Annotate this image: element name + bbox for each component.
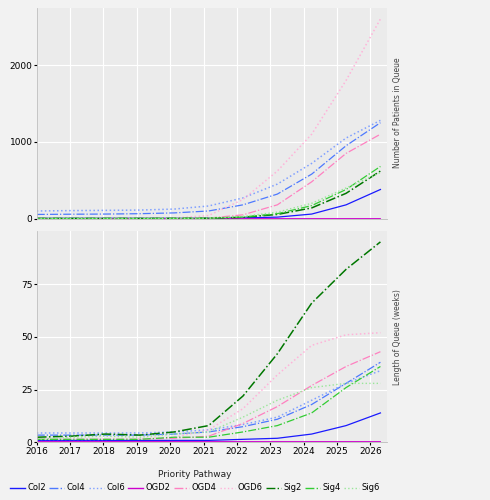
Legend: Col2, Col4, Col6, OGD2, OGD4, OGD6, Sig2, Sig4, Sig6: Col2, Col4, Col6, OGD2, OGD4, OGD6, Sig2… bbox=[9, 470, 381, 494]
Y-axis label: Length of Queue (weeks): Length of Queue (weeks) bbox=[392, 289, 402, 385]
Y-axis label: Number of Patients in Queue: Number of Patients in Queue bbox=[392, 58, 402, 168]
